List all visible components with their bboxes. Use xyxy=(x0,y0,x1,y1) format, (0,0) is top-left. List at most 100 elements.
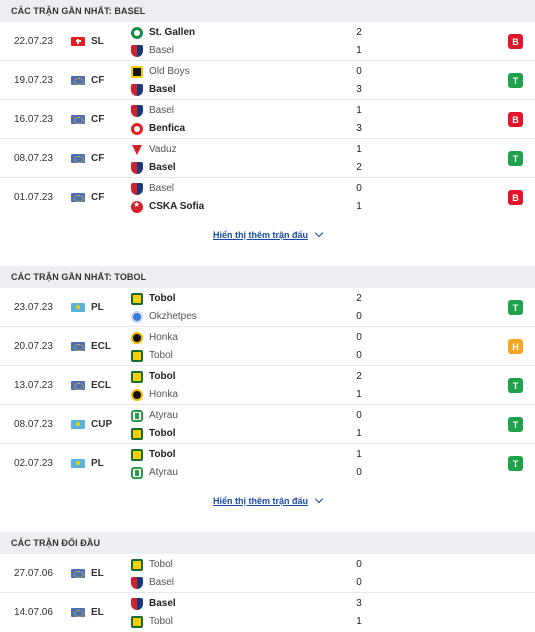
competition-name: CF xyxy=(91,192,105,203)
match-row[interactable]: 19.07.23 CF Old Boys 0 Basel 3 T xyxy=(0,61,535,100)
away-team-name: Benfica xyxy=(149,123,186,134)
home-team-name: Vaduz xyxy=(149,144,177,155)
away-team-name: Basel xyxy=(149,84,176,95)
away-team-name: Basel xyxy=(149,162,176,173)
section-spacer xyxy=(0,519,535,532)
show-more-label[interactable]: Hiển thị thêm trận đấu xyxy=(212,230,308,240)
away-team: Tobol xyxy=(131,346,173,365)
competition-name: EL xyxy=(91,567,104,579)
home-team-name: Basel xyxy=(149,183,175,194)
competition-name: CF xyxy=(91,152,105,164)
match-row[interactable]: 20.07.23 ECL Honka 0 Tobol 0 H xyxy=(0,327,535,366)
competition-name: EL xyxy=(91,607,104,618)
match-row[interactable]: 13.07.23 ECL Tobol 2 Honka 1 T xyxy=(0,366,535,405)
match-list: 22.07.23 SL St. Gallen 2 Basel 1 B 19.07.23 CF Ol… xyxy=(0,22,535,217)
match-date: 27.07.06 xyxy=(14,567,53,579)
home-score: 3 xyxy=(356,598,362,609)
home-team: Tobol xyxy=(131,289,175,308)
match-row[interactable]: 27.07.06 EL Tobol 0 Basel 0 xyxy=(0,554,535,593)
home-score: 1 xyxy=(356,144,362,155)
show-more-label[interactable]: Hiển thị thêm trận đấu xyxy=(212,496,308,506)
competition: SL xyxy=(71,22,104,60)
match-section: CÁC TRẬN ĐỐI ĐẦU 27.07.06 EL Tobol 0 Basel 0 14… xyxy=(0,532,535,632)
match-date: 23.07.23 xyxy=(14,301,53,313)
away-team-name: Tobol xyxy=(149,428,176,439)
match-section: CÁC TRẬN GẦN NHẤT: BASEL 22.07.23 SL St. Ga… xyxy=(0,0,535,266)
away-score: 0 xyxy=(356,311,362,322)
away-team: Basel xyxy=(131,573,174,592)
cska-logo-icon xyxy=(131,200,143,213)
eu-flag-icon xyxy=(71,341,85,351)
match-date: 22.07.23 xyxy=(14,35,53,47)
eu-flag-icon xyxy=(71,75,85,85)
oldboys-logo-icon xyxy=(131,65,143,78)
chevron-down-icon xyxy=(314,494,324,504)
match-date: 16.07.23 xyxy=(14,113,53,125)
away-score: 1 xyxy=(356,45,362,56)
home-team: Atyrau xyxy=(131,406,178,425)
competition: CUP xyxy=(71,405,112,443)
match-row[interactable]: 23.07.23 PL Tobol 2 Okzhetpes 0 T xyxy=(0,288,535,327)
competition-name: CUP xyxy=(91,418,113,430)
away-team-name: Atyrau xyxy=(149,467,178,478)
vaduz-logo-icon xyxy=(131,144,143,156)
match-list: 27.07.06 EL Tobol 0 Basel 0 14.07.06 EL Basel 3 To… xyxy=(0,554,535,632)
away-score: 1 xyxy=(356,428,362,439)
result-badge: B xyxy=(508,34,523,49)
home-team: Honka xyxy=(131,328,178,347)
tobol-logo-icon xyxy=(131,292,143,305)
away-team-name: Tobol xyxy=(149,616,173,627)
home-team-name: Tobol xyxy=(149,559,173,570)
away-team-name: Basel xyxy=(149,45,175,56)
competition-name: ECL xyxy=(91,379,111,391)
match-row[interactable]: 22.07.23 SL St. Gallen 2 Basel 1 B xyxy=(0,22,535,61)
away-team-name: Okzhetpes xyxy=(149,311,197,322)
okzhetpes-logo-icon xyxy=(131,310,143,323)
home-team: Basel xyxy=(131,594,176,613)
match-row[interactable]: 08.07.23 CUP Atyrau 0 Tobol 1 T xyxy=(0,405,535,444)
away-score: 1 xyxy=(356,389,362,400)
honka-logo-icon xyxy=(131,331,143,344)
home-team-name: Old Boys xyxy=(149,66,190,77)
match-date: 08.07.23 xyxy=(14,152,53,164)
section-title: CÁC TRẬN ĐỐI ĐẦU xyxy=(0,532,535,554)
away-team: Tobol xyxy=(131,424,175,443)
competition: ECL xyxy=(71,366,111,404)
away-score: 2 xyxy=(356,162,362,173)
tobol-logo-icon xyxy=(131,558,143,571)
kz-flag-icon xyxy=(71,459,85,468)
match-row[interactable]: 14.07.06 EL Basel 3 Tobol 1 xyxy=(0,593,535,632)
away-team: Honka xyxy=(131,385,178,404)
home-team: Tobol xyxy=(131,445,175,464)
competition-name: CF xyxy=(91,113,105,125)
show-more-link[interactable]: Hiển thị thêm trận đấu xyxy=(0,217,535,253)
match-row[interactable]: 16.07.23 CF Basel 1 Benfica 3 B xyxy=(0,100,535,139)
match-row[interactable]: 08.07.23 CF Vaduz 1 Basel 2 T xyxy=(0,139,535,178)
competition-name: SL xyxy=(91,35,104,47)
home-score: 1 xyxy=(356,449,362,460)
benfica-logo-icon xyxy=(131,122,143,135)
section-title: CÁC TRẬN GẦN NHẤT: TOBOL xyxy=(0,266,535,288)
match-row[interactable]: 01.07.23 CF Basel 0 CSKA Sofia 1 B xyxy=(0,178,535,217)
basel-logo-icon xyxy=(131,182,143,195)
match-date: 08.07.23 xyxy=(14,418,53,430)
away-score: 3 xyxy=(356,123,362,134)
away-score: 1 xyxy=(356,616,362,627)
honka-logo-icon xyxy=(131,388,143,401)
eu-flag-icon xyxy=(71,193,85,202)
result-badge: T xyxy=(508,417,523,432)
show-more-link[interactable]: Hiển thị thêm trận đấu xyxy=(0,483,535,519)
ch-flag-icon xyxy=(71,36,85,46)
match-date: 14.07.06 xyxy=(14,607,53,618)
competition-name: CF xyxy=(91,74,105,86)
competition: CF xyxy=(71,100,104,138)
result-badge: B xyxy=(508,112,523,127)
competition: CF xyxy=(71,178,104,217)
home-score: 0 xyxy=(356,559,362,570)
away-team-name: Tobol xyxy=(149,350,173,361)
home-team: Tobol xyxy=(131,555,173,574)
home-team: Basel xyxy=(131,179,174,198)
home-team: St. Gallen xyxy=(131,23,195,42)
match-row[interactable]: 02.07.23 PL Tobol 1 Atyrau 0 T xyxy=(0,444,535,483)
